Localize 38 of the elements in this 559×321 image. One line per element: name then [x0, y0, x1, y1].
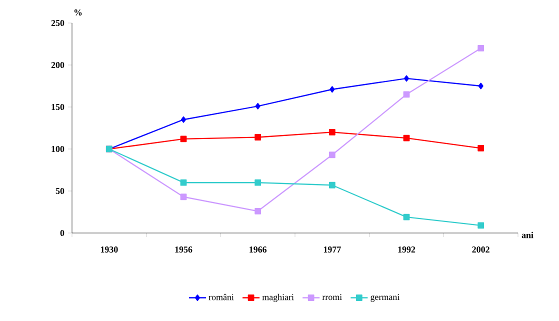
y-tick-label: 200 [51, 62, 64, 68]
x-tick-label: 1930 [100, 246, 118, 253]
point [328, 129, 336, 136]
x-tick-label: 1966 [250, 246, 267, 253]
x-axis-title: ani [522, 232, 534, 238]
point [403, 134, 410, 142]
point [255, 102, 260, 110]
y-tick-label: 250 [51, 20, 64, 26]
y-tick-label: 100 [52, 146, 64, 152]
y-tick-label: 150 [52, 104, 64, 110]
legend-label: germani [370, 294, 400, 302]
point [404, 75, 410, 82]
point [180, 116, 186, 123]
point [180, 194, 187, 200]
point [254, 179, 262, 186]
x-tick-label: 1956 [175, 246, 192, 253]
point [478, 45, 484, 52]
y-axis-title: % [74, 9, 82, 16]
legend-label: rromi [322, 294, 342, 300]
point [478, 144, 484, 152]
point [254, 208, 262, 214]
point [330, 86, 335, 93]
x-tick-label: 2002 [472, 246, 490, 253]
point [328, 152, 336, 158]
legend-label: români [208, 294, 234, 300]
y-tick-label: 50 [56, 188, 64, 194]
point [478, 222, 484, 229]
point [180, 179, 187, 186]
point [180, 136, 187, 142]
legend-label: maghiari [262, 294, 294, 302]
point [403, 91, 410, 98]
point [478, 82, 484, 90]
x-tick-label: 1992 [398, 246, 416, 253]
x-tick-label: 1977 [324, 246, 341, 253]
point [254, 134, 262, 140]
point [328, 182, 336, 188]
y-tick-label: 0 [60, 230, 64, 236]
point [403, 214, 410, 220]
